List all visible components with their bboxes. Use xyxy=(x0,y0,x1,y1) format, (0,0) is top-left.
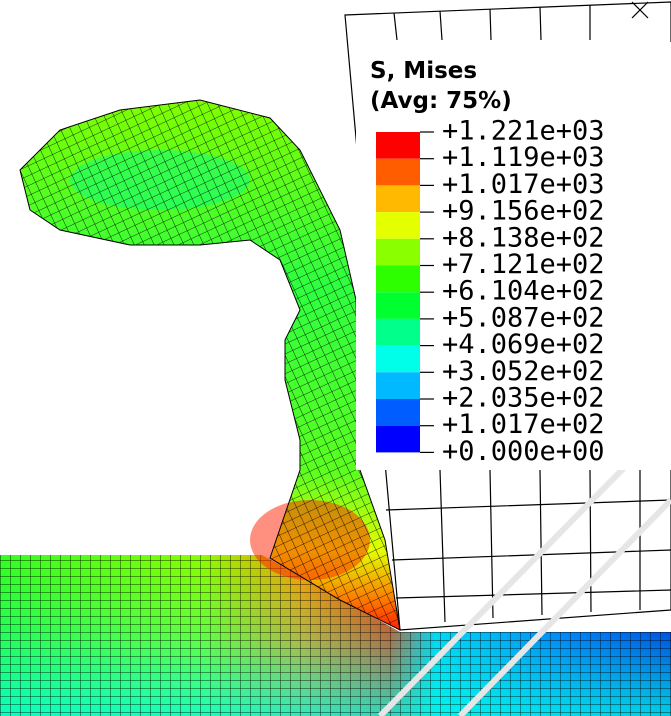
legend-band xyxy=(376,426,420,453)
legend-title: S, Mises xyxy=(370,58,477,84)
legend-band xyxy=(376,292,420,319)
legend-band xyxy=(376,346,420,373)
legend-band xyxy=(376,239,420,266)
chip xyxy=(20,100,400,630)
legend-subtitle: (Avg: 75%) xyxy=(370,88,512,114)
legend-band xyxy=(376,185,420,212)
legend-band xyxy=(376,212,420,239)
screenshot: S, Mises (Avg: 75%) +1.221e+03+1.119e+03… xyxy=(0,0,671,716)
legend-band xyxy=(376,159,420,186)
legend-band xyxy=(376,132,420,159)
legend-band xyxy=(376,266,420,293)
legend: S, Mises (Avg: 75%) +1.221e+03+1.119e+03… xyxy=(356,42,671,470)
legend-band xyxy=(376,319,420,346)
legend-band xyxy=(376,399,420,426)
legend-label: +0.000e+00 xyxy=(442,436,605,467)
legend-band xyxy=(376,372,420,399)
